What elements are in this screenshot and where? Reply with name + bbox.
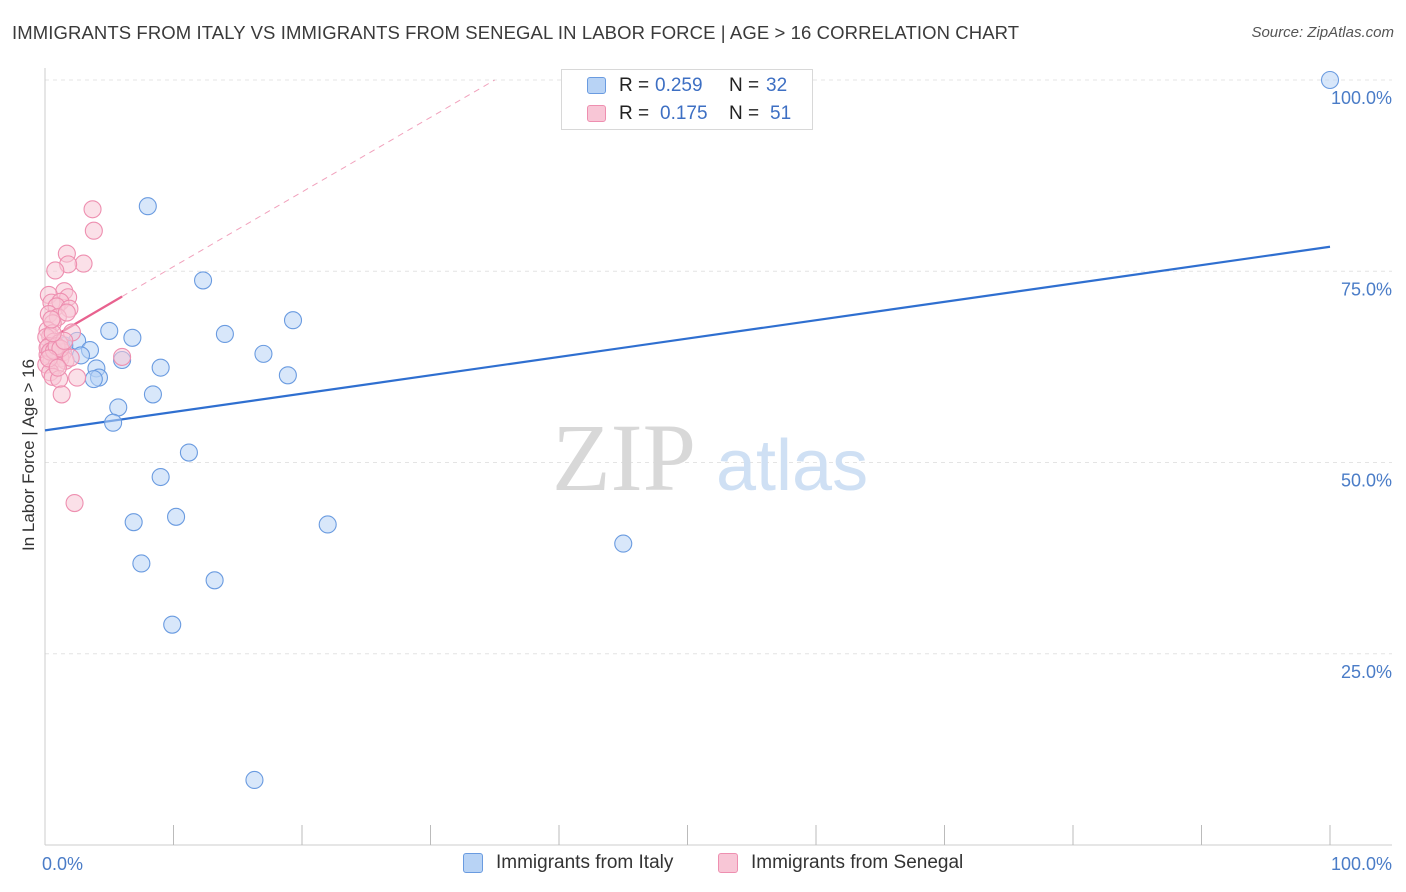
- senegal-point: [83, 200, 102, 219]
- senegal-point: [113, 347, 132, 366]
- watermark-atlas: atlas: [716, 426, 868, 506]
- italy-point: [614, 534, 633, 553]
- italy-point: [254, 344, 273, 363]
- senegal-n-value: 51: [770, 103, 792, 124]
- bottom-italy-swatch: [463, 853, 483, 873]
- y-tick-label: 25.0%: [1341, 662, 1392, 682]
- senegal-point: [52, 385, 71, 404]
- x-tick-label: 100.0%: [1331, 854, 1392, 874]
- source-label: Source: ZipAtlas.com: [1251, 24, 1394, 41]
- italy-point: [100, 321, 119, 340]
- italy-n-label: N =: [729, 75, 760, 96]
- senegal-point: [74, 254, 93, 273]
- italy-point: [109, 398, 128, 417]
- senegal-point: [46, 261, 65, 280]
- italy-point: [215, 324, 234, 344]
- senegal-point: [84, 221, 103, 240]
- italy-point: [84, 370, 103, 389]
- chart-title: IMMIGRANTS FROM ITALY VS IMMIGRANTS FROM…: [12, 22, 1020, 43]
- italy-point: [194, 271, 213, 290]
- bottom-senegal-label: Immigrants from Senegal: [751, 852, 964, 873]
- senegal-n-label: N =: [729, 103, 760, 124]
- watermark-zip: ZIP: [552, 404, 696, 511]
- watermark: ZIP atlas: [552, 404, 868, 511]
- stats-legend: R = 0.259 N = 32 R = 0.175 N = 51: [561, 69, 813, 130]
- italy-point: [124, 513, 143, 532]
- senegal-point: [68, 368, 87, 387]
- trend-line-layer: [44, 79, 1331, 432]
- senegal-point: [65, 493, 84, 513]
- senegal-r-value: 0.175: [660, 103, 708, 124]
- italy-point: [132, 554, 151, 573]
- senegal-point: [61, 348, 80, 367]
- italy-n-value: 32: [766, 75, 788, 96]
- italy-point: [179, 443, 198, 462]
- senegal-point: [42, 310, 61, 329]
- italy-trend-line: [44, 245, 1331, 432]
- y-tick-label: 75.0%: [1341, 279, 1392, 299]
- italy-r-value: 0.259: [655, 75, 703, 96]
- axis-layer: 100.0% 75.0% 50.0% 25.0% 0.0% 100.0%: [42, 68, 1392, 874]
- italy-point: [104, 413, 123, 432]
- senegal-r-label: R =: [619, 103, 650, 124]
- italy-point: [138, 197, 157, 216]
- y-tick-label: 50.0%: [1341, 471, 1392, 491]
- italy-swatch: [587, 77, 606, 94]
- italy-point: [283, 311, 303, 330]
- senegal-trend-line: [121, 79, 496, 297]
- italy-point: [1320, 70, 1340, 90]
- italy-point: [151, 358, 170, 377]
- italy-r-label: R =: [619, 75, 650, 96]
- senegal-point: [48, 358, 67, 377]
- point-layer: [37, 70, 1340, 790]
- senegal-point: [57, 303, 76, 322]
- italy-point: [205, 571, 224, 590]
- senegal-swatch: [587, 105, 606, 122]
- italy-point: [163, 615, 182, 634]
- italy-point: [245, 770, 264, 790]
- italy-point: [278, 366, 297, 385]
- x-tick-label: 0.0%: [42, 854, 83, 874]
- y-axis-label: In Labor Force | Age > 16: [19, 359, 38, 551]
- italy-point: [123, 328, 142, 347]
- y-tick-label: 100.0%: [1331, 88, 1392, 108]
- bottom-italy-label: Immigrants from Italy: [496, 852, 674, 873]
- legend-row-italy: R = 0.259 N = 32: [562, 73, 812, 99]
- italy-point: [167, 507, 186, 526]
- italy-point: [151, 467, 170, 487]
- bottom-senegal-swatch: [718, 853, 738, 873]
- italy-point: [318, 515, 337, 534]
- legend-row-senegal: R = 0.175 N = 51: [562, 101, 812, 127]
- italy-point: [143, 385, 162, 404]
- grid-layer: [45, 79, 1392, 655]
